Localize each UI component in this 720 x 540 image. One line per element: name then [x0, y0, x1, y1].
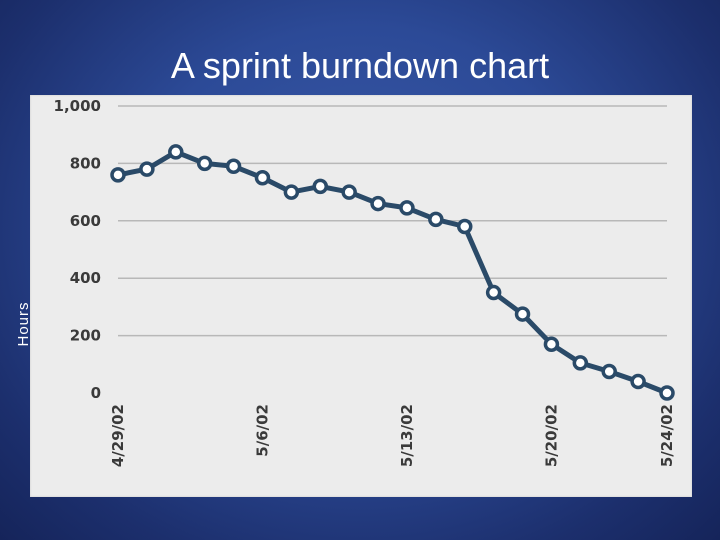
y-tick-label: 800: [70, 154, 101, 172]
data-point: [341, 184, 357, 200]
x-tick-label: 5/20/02: [542, 404, 560, 467]
x-tick-label: 5/24/02: [658, 404, 676, 467]
x-tick-label: 5/6/02: [253, 404, 271, 457]
data-point: [225, 158, 242, 175]
y-tick-label: 600: [70, 212, 101, 230]
slide-title: A sprint burndown chart: [170, 45, 550, 86]
data-point: [514, 306, 531, 322]
data-point: [456, 218, 473, 235]
data-point: [254, 170, 271, 186]
y-tick-label: 1,000: [54, 97, 101, 115]
y-tick-label: 400: [70, 269, 101, 287]
data-point: [139, 161, 155, 177]
data-point: [601, 363, 617, 380]
data-point: [312, 178, 329, 195]
data-point: [630, 373, 646, 390]
y-tick-label: 200: [70, 327, 101, 345]
data-point: [196, 155, 213, 172]
data-point: [572, 355, 589, 371]
x-tick-label: 4/29/02: [109, 404, 127, 467]
data-point: [659, 385, 675, 401]
y-tick-label: 0: [91, 384, 101, 402]
x-tick-label: 5/13/02: [398, 404, 416, 467]
data-point: [110, 167, 126, 183]
y-axis-title: Hours: [15, 301, 32, 347]
data-point: [543, 336, 560, 352]
chart-panel: [30, 95, 692, 497]
data-point: [168, 144, 184, 160]
data-point: [399, 200, 415, 216]
data-point: [485, 284, 502, 301]
data-point: [428, 211, 444, 228]
data-point: [283, 184, 300, 200]
data-point: [370, 195, 386, 212]
